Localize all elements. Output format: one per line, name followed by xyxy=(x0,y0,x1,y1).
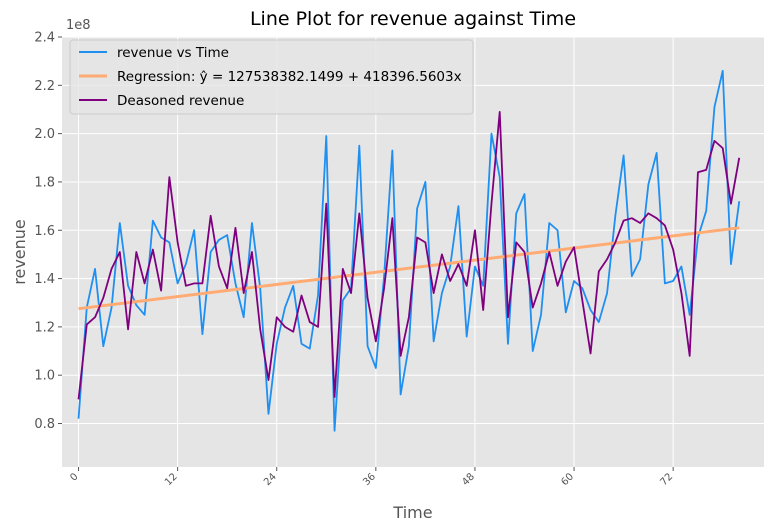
y-tick-label: 0.8 xyxy=(34,417,55,432)
y-tick-label: 2.0 xyxy=(34,127,55,142)
x-tick-label: 72 xyxy=(658,471,675,488)
series-layer xyxy=(77,69,741,432)
x-tick-label: 24 xyxy=(262,471,279,488)
y-tick-label: 2.2 xyxy=(34,79,55,94)
y-tick-label: 1.4 xyxy=(34,272,55,287)
x-tick-label: 60 xyxy=(559,471,576,488)
y-tick-label: 1.8 xyxy=(34,175,55,190)
legend-box xyxy=(69,39,474,115)
y-tick-label: 1.6 xyxy=(34,224,55,239)
y-tick-label: 2.4 xyxy=(34,31,55,46)
legend-label-regression: Regression: ŷ = 127538382.1499 + 418396.… xyxy=(117,69,462,85)
legend-label-deasoned: Deasoned revenue xyxy=(117,93,244,109)
x-tick-label: 0 xyxy=(68,471,80,483)
y-axis-title: revenue xyxy=(10,219,29,285)
y-tick-label: 1.0 xyxy=(34,369,55,384)
x-tick-label: 48 xyxy=(460,471,477,488)
legend: revenue vs Time Regression: ŷ = 12753838… xyxy=(69,39,474,115)
series-line-revenue xyxy=(77,69,741,432)
series-line-regression xyxy=(78,226,740,311)
x-axis-title: Time xyxy=(392,503,432,522)
y-tick-label: 1.2 xyxy=(34,320,55,335)
series-line-deasoned xyxy=(77,110,741,400)
x-tick-label: 36 xyxy=(361,471,378,488)
x-tick-label: 12 xyxy=(163,471,180,488)
chart-title: Line Plot for revenue against Time xyxy=(250,8,576,30)
y-scale-label: 1e8 xyxy=(66,18,91,33)
legend-label-revenue: revenue vs Time xyxy=(117,45,229,61)
